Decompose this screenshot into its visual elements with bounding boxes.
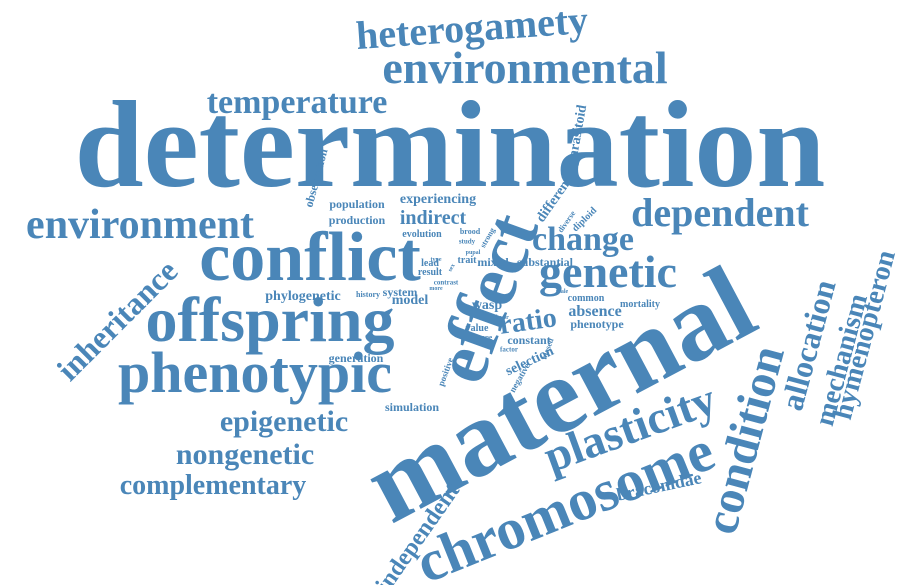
word-genetic: genetic (539, 246, 677, 297)
word-history: history (356, 290, 380, 299)
word-contrast: contrast (433, 278, 459, 287)
word-trait: trait (457, 255, 477, 266)
word-production: production (328, 213, 386, 227)
word-temperature: temperature (206, 84, 388, 121)
word-generation: generation (328, 351, 384, 365)
word-common: common (567, 293, 605, 304)
word-population: population (329, 197, 385, 211)
word-phylogenetic: phylogenetic (265, 289, 341, 304)
word-nongenetic: nongenetic (175, 438, 315, 471)
word-dependent: dependent (631, 190, 809, 235)
word-environmental: environmental (382, 42, 668, 93)
word-factor: factor (500, 345, 518, 354)
word-environment: environment (26, 202, 254, 248)
word-determination: determination (74, 76, 826, 213)
word-absence: absence (568, 303, 622, 320)
word-value: value (465, 323, 489, 334)
word-phenotype: phenotype (570, 317, 624, 331)
word-model: model (391, 293, 429, 308)
word-study: study (458, 237, 476, 246)
word-mixed: mixed (477, 255, 509, 269)
word-wasp: wasp (471, 298, 503, 313)
word-experiencing: experiencing (399, 192, 477, 207)
word-conflict: conflict (199, 219, 421, 296)
word-mortality: mortality (620, 299, 660, 310)
word-favor: favor (495, 315, 509, 321)
word-scope: scope (475, 333, 493, 342)
word-offspring: offspring (145, 284, 395, 355)
word-indirect: indirect (399, 207, 467, 229)
word-change: change (532, 221, 634, 258)
word-male: male (555, 289, 569, 295)
word-brood: brood (459, 227, 481, 236)
word-evolution: evolution (402, 229, 442, 240)
word-system: system (382, 285, 418, 299)
word-type: type (430, 257, 442, 263)
word-simulation: simulation (384, 400, 440, 414)
word-complementary: complementary (119, 470, 307, 501)
word-epigenetic: epigenetic (219, 405, 349, 438)
word-result: result (417, 267, 443, 278)
word-pupal: pupal (465, 250, 481, 256)
word-phenotypic: phenotypic (118, 340, 392, 405)
word-lead: lead (421, 258, 439, 269)
word-constant: constant (507, 333, 551, 347)
word-substantial: substantial (516, 255, 574, 269)
word-more: more (429, 286, 443, 292)
